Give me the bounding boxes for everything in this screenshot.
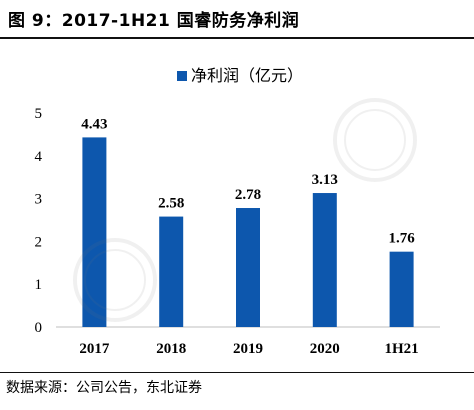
y-tick-label: 5 [35,106,43,122]
data-label: 3.13 [312,172,338,188]
bars [82,137,414,327]
x-tick-label: 1H21 [385,341,419,357]
data-label: 2.58 [158,196,184,212]
y-tick-label: 3 [35,192,43,208]
bar [312,193,337,327]
legend: 净利润（亿元） [177,66,303,85]
data-label: 4.43 [81,116,107,132]
source-note: 数据来源：公司公告，东北证券 [6,380,202,396]
bar [82,137,107,327]
bar [236,208,260,327]
bar-chart: 净利润（亿元） 0 1 2 3 4 5 4.43 2.58 2.78 3.13 1.76 2017… [35,66,440,357]
y-tick-label: 1 [35,277,43,293]
legend-label: 净利润（亿元） [191,66,303,85]
x-tick-label: 2018 [156,341,186,357]
x-tick-label: 2020 [310,341,340,357]
y-tick-label: 4 [35,149,43,165]
data-label: 2.78 [235,187,261,203]
figure-title: 图 9：2017-1H21 国睿防务净利润 [8,11,300,31]
y-axis-ticks: 0 1 2 3 4 5 [35,106,43,336]
data-labels: 4.43 2.58 2.78 3.13 1.76 [81,116,415,246]
data-label: 1.76 [388,231,415,247]
footer-divider [0,372,474,373]
y-tick-label: 2 [35,234,43,250]
bar [389,251,414,327]
y-tick-label: 0 [35,320,43,336]
x-axis-ticks: 2017 2018 2019 2020 1H21 [79,341,418,357]
x-tick-label: 2017 [79,341,110,357]
title-divider [0,37,474,39]
legend-swatch [177,71,187,81]
x-tick-label: 2019 [233,341,263,357]
bar [159,216,184,327]
